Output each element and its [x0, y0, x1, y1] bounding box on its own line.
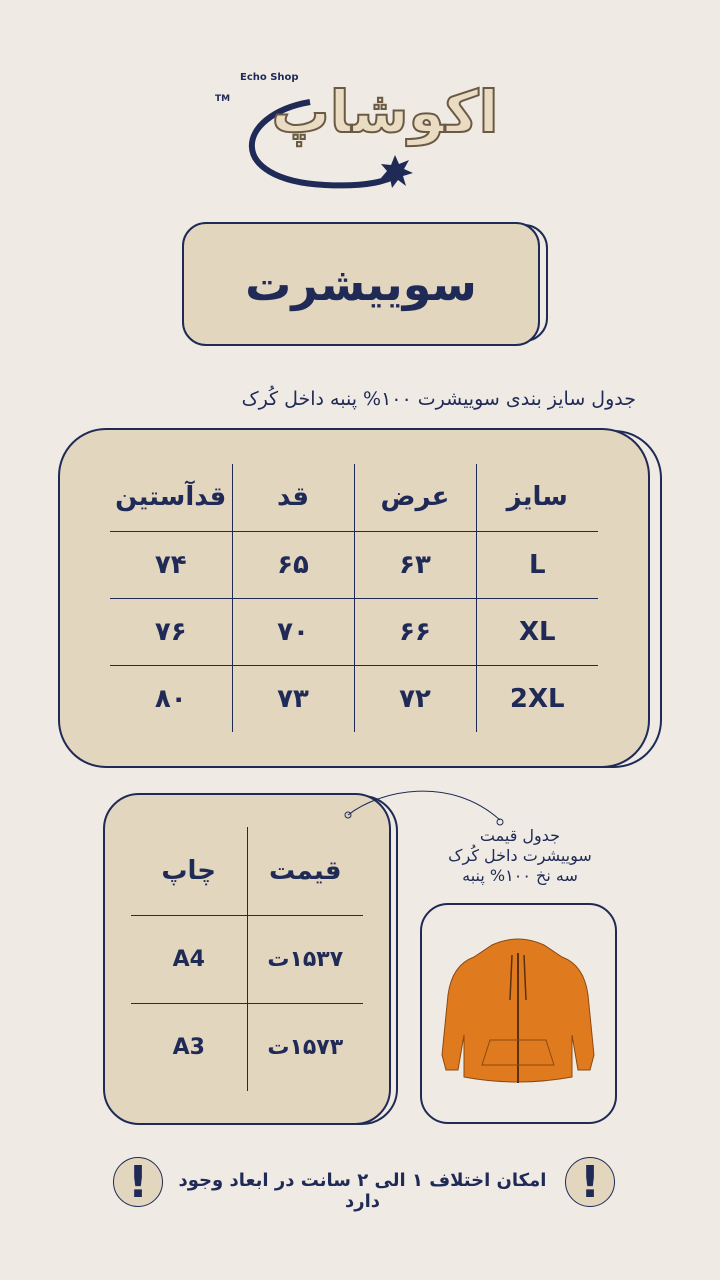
table-header-row: قیمت چاپ	[131, 827, 363, 916]
table-row: L ۶۳ ۶۵ ۷۴	[110, 530, 598, 599]
table-row: ۱۵۷۳ت A3	[131, 1002, 363, 1091]
connector-line-icon	[344, 790, 504, 826]
header-print: چاپ	[131, 827, 248, 916]
logo-swoosh-icon	[248, 99, 413, 189]
cell: ۶۳	[353, 530, 477, 599]
table-row: 2XL ۷۲ ۷۳ ۸۰	[110, 664, 598, 732]
table-row: XL ۶۶ ۷۰ ۷۶	[110, 597, 598, 666]
cell: ۷۴	[110, 530, 233, 599]
header-length: قد	[231, 464, 355, 532]
price-card: قیمت چاپ ۱۵۳۷ت A4 ۱۵۷۳ت A3	[103, 793, 391, 1125]
page-title: سوییشرت	[245, 257, 477, 311]
header-size: سایز	[475, 464, 598, 532]
cell: ۶۶	[353, 597, 477, 666]
size-caption: جدول سایز بندی سوییشرت ۱۰۰% پنبه داخل کُ…	[241, 388, 636, 410]
cell: ۷۰	[231, 597, 355, 666]
cell: L	[475, 530, 598, 599]
title-box: سوییشرت	[182, 222, 540, 346]
warning-icon-left: !	[113, 1157, 163, 1208]
cell: ۱۵۷۳ت	[246, 1002, 363, 1091]
header-sleeve: قدآستین	[110, 464, 233, 532]
notice-text: امکان اختلاف ۱ الی ۲ سانت در ابعاد وجود …	[178, 1170, 547, 1212]
cell: A3	[131, 1002, 248, 1091]
caption-line: جدول قیمت	[479, 826, 561, 845]
table-header-row: سایز عرض قد قدآستین	[110, 464, 598, 532]
logo-tm: TM	[215, 94, 231, 104]
hoodie-icon	[441, 938, 595, 1083]
cell: 2XL	[475, 664, 598, 732]
size-card: سایز عرض قد قدآستین L ۶۳ ۶۵ ۷۴ XL ۶۶ ۷۰ ۷۶ 2XL…	[58, 428, 650, 768]
cell: ۶۵	[231, 530, 355, 599]
price-table: قیمت چاپ ۱۵۳۷ت A4 ۱۵۷۳ت A3	[131, 827, 363, 1091]
cell: XL	[475, 597, 598, 666]
caption-line: سوییشرت داخل کُرک	[448, 846, 592, 865]
logo: Echo Shop TM اکوشاپ	[215, 60, 535, 200]
cell: A4	[131, 914, 248, 1004]
header-price: قیمت	[246, 827, 363, 916]
caption-line: سه نخ ۱۰۰% پنبه	[462, 866, 578, 885]
warning-icon-right: !	[565, 1157, 615, 1208]
price-caption: جدول قیمت سوییشرت داخل کُرک سه نخ ۱۰۰% پ…	[420, 826, 620, 886]
product-image-box	[420, 903, 617, 1124]
logo-fa: اکوشاپ	[270, 77, 499, 147]
cell: ۸۰	[110, 664, 233, 732]
cell: ۷۶	[110, 597, 233, 666]
cell: ۷۲	[353, 664, 477, 732]
header-width: عرض	[353, 464, 477, 532]
logo-en: Echo Shop	[240, 72, 299, 83]
cell: ۷۳	[231, 664, 355, 732]
size-table: سایز عرض قد قدآستین L ۶۳ ۶۵ ۷۴ XL ۶۶ ۷۰ ۷۶ 2XL…	[110, 464, 598, 732]
table-row: ۱۵۳۷ت A4	[131, 914, 363, 1004]
cell: ۱۵۳۷ت	[246, 914, 363, 1004]
